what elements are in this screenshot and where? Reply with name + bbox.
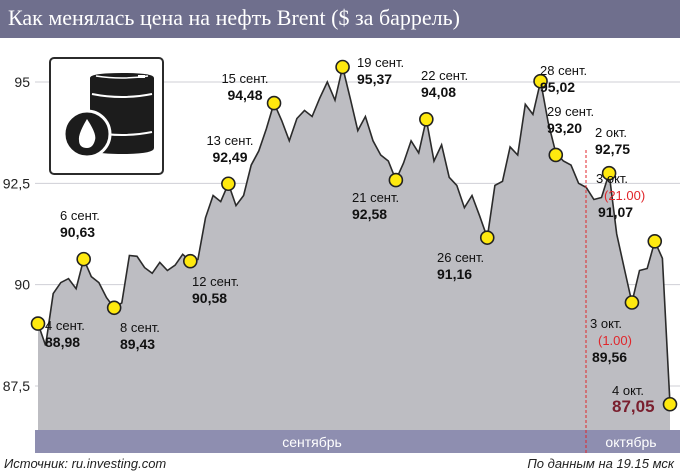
- value-label: 95,02: [540, 79, 575, 95]
- value-label: 89,43: [120, 336, 155, 352]
- as-of-note: По данным на 19.15 мск: [527, 456, 674, 471]
- value-label: 90,63: [60, 224, 95, 240]
- price-marker: [662, 396, 678, 412]
- date-label: 4 окт.: [612, 383, 644, 398]
- date-label: 22 сент.: [421, 68, 468, 83]
- price-marker: [624, 295, 640, 310]
- price-marker: [479, 230, 495, 245]
- value-label: 94,08: [421, 84, 456, 100]
- value-label: 90,58: [192, 290, 227, 306]
- date-label: 3 окт.: [590, 316, 622, 331]
- y-tick-label: 90: [14, 277, 30, 293]
- oil-barrel-icon: [49, 57, 164, 175]
- chart-title: Как менялась цена на нефть Brent ($ за б…: [8, 5, 460, 30]
- price-labels: 4 сент.88,98 6 сент.90,63 8 сент.89,43 12 с…: [45, 55, 655, 416]
- price-marker: [335, 59, 350, 75]
- value-label: 94,48: [227, 87, 262, 103]
- value-label: 95,37: [357, 71, 392, 87]
- value-label: 93,20: [547, 120, 582, 136]
- date-label: 13 сент.: [206, 133, 253, 148]
- month-band-bar: [35, 430, 680, 453]
- price-marker: [266, 95, 282, 111]
- price-markers: [30, 59, 678, 412]
- price-area: [38, 67, 670, 430]
- value-label: 88,98: [45, 334, 80, 350]
- source-note: Источник: ru.investing.com: [4, 456, 167, 471]
- price-marker: [647, 233, 663, 249]
- date-label: 3 окт.: [596, 171, 628, 186]
- price-marker: [388, 172, 404, 188]
- value-label: 87,05: [612, 397, 655, 416]
- change-label: (21.00): [604, 188, 645, 203]
- title-bar: Как менялась цена на нефть Brent ($ за б…: [0, 0, 680, 38]
- price-marker: [548, 147, 564, 163]
- date-label: 26 сент.: [437, 250, 484, 265]
- value-label: 92,58: [352, 206, 387, 222]
- change-label: (1.00): [598, 333, 632, 348]
- brent-price-chart: 87,5 90 92,5 95 4 сент.88,98 6 сент.90,63 8 с…: [3, 55, 680, 453]
- date-label: 19 сент.: [357, 55, 404, 70]
- date-label: 21 сент.: [352, 190, 399, 205]
- price-marker: [182, 253, 198, 269]
- price-marker: [30, 316, 46, 331]
- value-label: 92,75: [595, 141, 630, 157]
- month-band: сентябрь октябрь: [35, 430, 680, 453]
- date-label: 15 сент.: [221, 71, 268, 86]
- date-label: 28 сент.: [540, 63, 587, 78]
- y-tick-label: 87,5: [3, 378, 30, 394]
- value-label: 91,16: [437, 266, 472, 282]
- price-marker: [76, 251, 91, 267]
- price-marker: [106, 300, 122, 316]
- date-label: 4 сент.: [45, 318, 85, 333]
- price-marker: [601, 165, 617, 181]
- price-marker: [221, 176, 236, 192]
- month-label-october: октябрь: [605, 434, 656, 450]
- date-label: 29 сент.: [547, 104, 594, 119]
- value-label: 92,49: [212, 149, 247, 165]
- price-marker: [419, 111, 434, 127]
- y-tick-label: 95: [14, 74, 30, 90]
- month-label-september: сентябрь: [282, 434, 342, 450]
- date-label: 8 сент.: [120, 320, 160, 335]
- value-label: 91,07: [598, 204, 633, 220]
- date-label: 2 окт.: [595, 125, 627, 140]
- value-label: 89,56: [592, 349, 627, 365]
- price-marker: [533, 73, 548, 89]
- date-label: 12 сент.: [192, 274, 239, 289]
- date-label: 6 сент.: [60, 208, 100, 223]
- y-tick-label: 92,5: [3, 175, 30, 191]
- price-line: [37, 66, 671, 405]
